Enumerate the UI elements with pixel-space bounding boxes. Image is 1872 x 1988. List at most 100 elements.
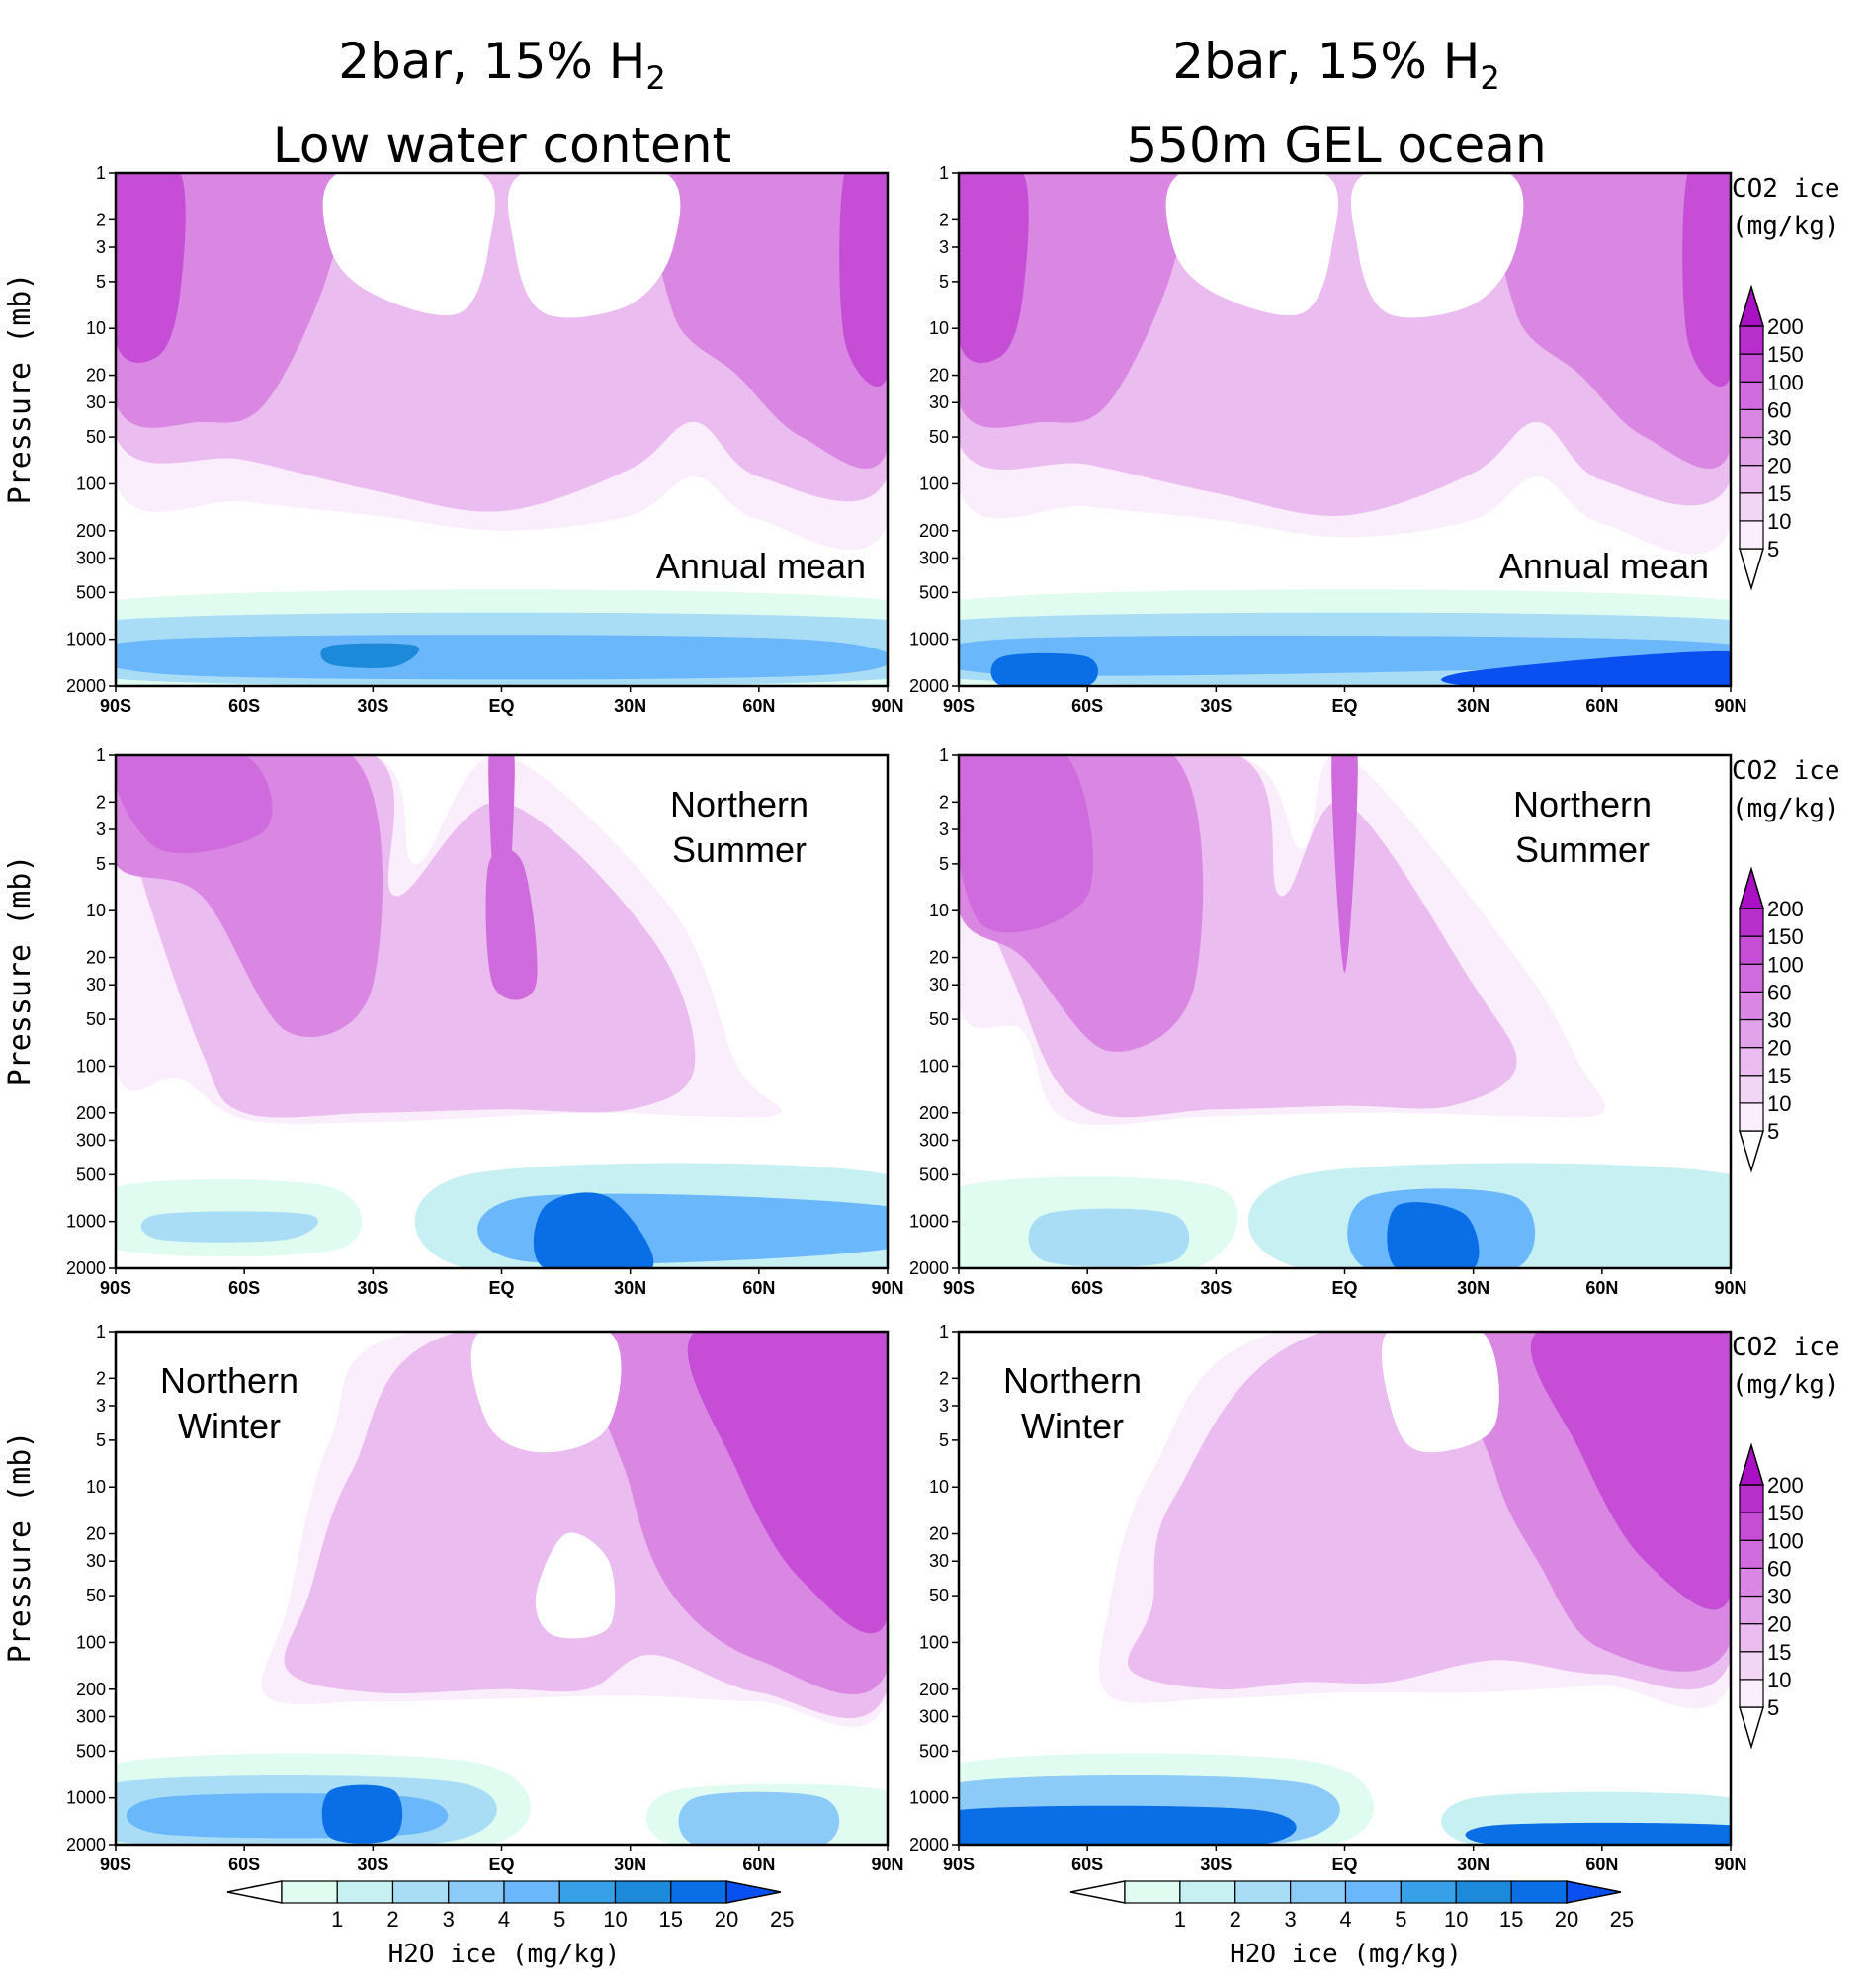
y-tick-label: 100 [919, 474, 949, 493]
x-tick-label: 30S [357, 1278, 388, 1298]
x-tick-label: 30S [1200, 1855, 1232, 1874]
co2-colorbar-units: (mg/kg) [1732, 212, 1840, 241]
co2-colorbar-tick: 100 [1767, 370, 1804, 394]
h2o-colorbar-tick: 10 [1444, 1907, 1468, 1932]
co2-colorbar-box [1739, 1018, 1764, 1049]
x-tick-label: 60S [228, 1278, 260, 1298]
h2o-colorbar-box [1234, 1880, 1292, 1904]
h2o-colorbar-tick: 3 [1285, 1907, 1297, 1932]
x-tick-label: 60S [1071, 696, 1103, 716]
co2-ice-contour [1497, 173, 1731, 469]
co2-colorbar-box [1739, 1512, 1764, 1541]
co2-colorbar-box [1739, 492, 1764, 522]
panel-contours [959, 1332, 1731, 1845]
co2-colorbar-box [1739, 1679, 1764, 1708]
y-tick-label: 20 [929, 1524, 949, 1544]
y-tick-label: 1 [96, 163, 106, 183]
y-tick-label: 2 [96, 1368, 106, 1388]
y-tick-label: 50 [929, 1009, 949, 1029]
x-tick-label: 30S [357, 696, 388, 716]
co2-colorbar-tick: 200 [1767, 314, 1804, 339]
x-tick-label: EQ [1331, 1855, 1357, 1874]
y-tick-label: 300 [919, 1130, 949, 1150]
h2o-colorbar-box [1455, 1880, 1512, 1904]
h2o-colorbar-box [391, 1880, 450, 1904]
co2-colorbar-box [1739, 1567, 1764, 1598]
y-tick-label: 10 [929, 318, 949, 338]
co2-colorbar-box [1739, 1075, 1764, 1104]
x-tick-label: 60S [228, 1855, 260, 1874]
co2-colorbar-box [1739, 908, 1764, 937]
h2o-colorbar-tick: 15 [659, 1907, 683, 1932]
h2o-colorbar-box [1510, 1880, 1568, 1904]
y-tick-label: 5 [96, 854, 106, 874]
y-tick-label: 10 [929, 901, 949, 920]
y-tick-label: 2000 [909, 1258, 949, 1278]
y-tick-label: 300 [76, 1706, 106, 1726]
x-tick-label: 60N [1585, 1855, 1618, 1874]
co2-colorbar-tick: 150 [1767, 342, 1804, 367]
h2o-colorbar-box [1179, 1880, 1236, 1904]
co2-colorbar-max-triangle [1738, 1442, 1765, 1486]
x-tick-label: EQ [488, 1278, 514, 1298]
h2o-colorbar-box [503, 1880, 560, 1904]
co2-colorbar-tick: 100 [1767, 952, 1804, 977]
panel-label: Annual mean [1499, 546, 1709, 586]
h2o-colorbar-max-triangle [725, 1880, 782, 1904]
y-tick-label: 50 [929, 427, 949, 447]
y-tick-label: 300 [919, 1706, 949, 1726]
h2o-colorbar-box [1290, 1880, 1347, 1904]
x-tick-label: 60N [742, 1278, 775, 1298]
x-tick-label: EQ [1331, 1278, 1357, 1298]
y-tick-label: 30 [86, 1551, 106, 1571]
co2-ice-contour [116, 173, 186, 363]
co2-colorbar-tick: 15 [1767, 1064, 1791, 1088]
y-tick-label: 200 [919, 1103, 949, 1123]
co2-colorbar-min-triangle [1738, 1706, 1765, 1750]
y-tick-label: 3 [939, 820, 949, 839]
y-tick-label: 10 [929, 1477, 949, 1497]
h2o-ice-contour [959, 1805, 1297, 1845]
h2o-colorbar-tick: 20 [715, 1907, 738, 1932]
co2-colorbar-tick: 10 [1767, 1091, 1791, 1116]
x-tick-label: 90N [871, 1855, 903, 1874]
y-tick-label: 50 [86, 1586, 106, 1605]
x-tick-label: 30S [1200, 696, 1232, 716]
x-tick-label: 90S [100, 1278, 131, 1298]
h2o-colorbar-tick: 15 [1499, 1907, 1523, 1932]
x-tick-label: 90N [1714, 1855, 1746, 1874]
y-tick-label: 5 [96, 272, 106, 292]
column-title-left-line2: Low water content [272, 117, 732, 174]
co2-ice-contour [959, 755, 1093, 933]
h2o-colorbar-tick: 5 [1395, 1907, 1406, 1932]
panel-contours [116, 1332, 888, 1845]
h2o-colorbar-tick: 1 [331, 1907, 343, 1932]
co2-colorbar-tick: 5 [1767, 1695, 1779, 1720]
co2-colorbar-min-triangle [1738, 1130, 1765, 1173]
y-tick-label: 1 [96, 1322, 106, 1341]
x-tick-label: 90S [943, 1278, 975, 1298]
h2o-colorbar-min-triangle [1069, 1880, 1126, 1904]
co2-colorbar-tick: 10 [1767, 509, 1791, 534]
y-tick-label: 30 [86, 975, 106, 994]
co2-colorbar-tick: 20 [1767, 1036, 1791, 1061]
panel-contours [116, 173, 888, 686]
co2-colorbar-box [1739, 1595, 1764, 1625]
co2-colorbar-box [1739, 1651, 1764, 1681]
x-tick-label: 90S [100, 1855, 131, 1874]
x-tick-label: 30N [614, 696, 646, 716]
h2o-ice-contour [1387, 1202, 1480, 1268]
h2o-colorbar-title: H2O ice (mg/kg) [388, 1940, 621, 1969]
y-tick-label: 30 [929, 975, 949, 994]
y-tick-label: 1000 [909, 630, 949, 649]
h2o-colorbar-max-triangle [1566, 1880, 1622, 1904]
x-tick-label: EQ [488, 696, 514, 716]
x-tick-label: 60S [228, 696, 260, 716]
co2-ice-contour [1682, 173, 1731, 387]
x-tick-label: 60S [1071, 1278, 1103, 1298]
y-tick-label: 5 [939, 1430, 949, 1450]
